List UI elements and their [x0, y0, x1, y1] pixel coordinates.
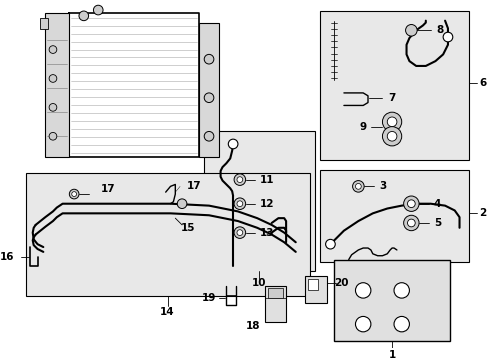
Circle shape — [403, 215, 418, 231]
Circle shape — [325, 239, 335, 249]
Bar — [319, 170, 468, 261]
Circle shape — [407, 219, 414, 227]
Bar — [267, 288, 283, 298]
Circle shape — [237, 230, 242, 235]
Circle shape — [403, 196, 418, 211]
Text: 15: 15 — [180, 223, 195, 233]
Circle shape — [72, 192, 77, 197]
Circle shape — [49, 46, 57, 53]
Circle shape — [237, 201, 242, 207]
Circle shape — [442, 32, 452, 42]
Text: 4: 4 — [433, 199, 440, 209]
Circle shape — [79, 11, 88, 21]
Circle shape — [204, 93, 213, 103]
Text: 10: 10 — [251, 278, 266, 288]
Circle shape — [393, 283, 408, 298]
Text: 2: 2 — [478, 208, 485, 219]
Circle shape — [69, 189, 79, 199]
Circle shape — [204, 131, 213, 141]
Circle shape — [355, 316, 370, 332]
Bar — [307, 279, 317, 291]
Circle shape — [234, 198, 245, 210]
Text: 17: 17 — [187, 181, 202, 192]
Bar — [69, 13, 199, 157]
Bar — [26, 173, 309, 296]
Text: 20: 20 — [333, 278, 347, 288]
Circle shape — [234, 174, 245, 185]
Circle shape — [49, 75, 57, 82]
Text: 11: 11 — [259, 175, 274, 185]
Text: 17: 17 — [101, 184, 115, 194]
Bar — [199, 23, 218, 157]
Circle shape — [352, 181, 364, 192]
Bar — [319, 11, 468, 160]
Circle shape — [49, 104, 57, 111]
Circle shape — [355, 283, 370, 298]
Text: 14: 14 — [160, 307, 175, 316]
Circle shape — [177, 199, 186, 208]
Circle shape — [386, 131, 396, 141]
Bar — [41, 18, 48, 29]
Text: 5: 5 — [433, 218, 440, 228]
Bar — [334, 260, 449, 342]
Circle shape — [405, 24, 416, 36]
Text: 13: 13 — [259, 228, 274, 238]
Circle shape — [93, 5, 103, 15]
Circle shape — [204, 54, 213, 64]
Text: 1: 1 — [387, 350, 395, 360]
Text: 8: 8 — [436, 25, 443, 35]
Bar — [305, 276, 326, 303]
Circle shape — [355, 184, 361, 189]
Bar — [45, 13, 69, 157]
Circle shape — [407, 200, 414, 208]
Bar — [264, 285, 285, 322]
Text: 3: 3 — [378, 181, 386, 192]
Bar — [204, 131, 314, 271]
Text: 12: 12 — [259, 199, 274, 209]
Text: 9: 9 — [359, 122, 366, 132]
Circle shape — [386, 117, 396, 127]
Text: 6: 6 — [478, 78, 485, 88]
Circle shape — [237, 177, 242, 183]
Circle shape — [393, 316, 408, 332]
Text: 19: 19 — [201, 293, 215, 303]
Circle shape — [382, 127, 401, 146]
Circle shape — [382, 112, 401, 131]
Text: 7: 7 — [387, 93, 395, 103]
Text: 18: 18 — [245, 321, 260, 331]
Circle shape — [49, 132, 57, 140]
Text: 16: 16 — [0, 252, 14, 262]
Circle shape — [234, 227, 245, 238]
Circle shape — [228, 139, 238, 149]
